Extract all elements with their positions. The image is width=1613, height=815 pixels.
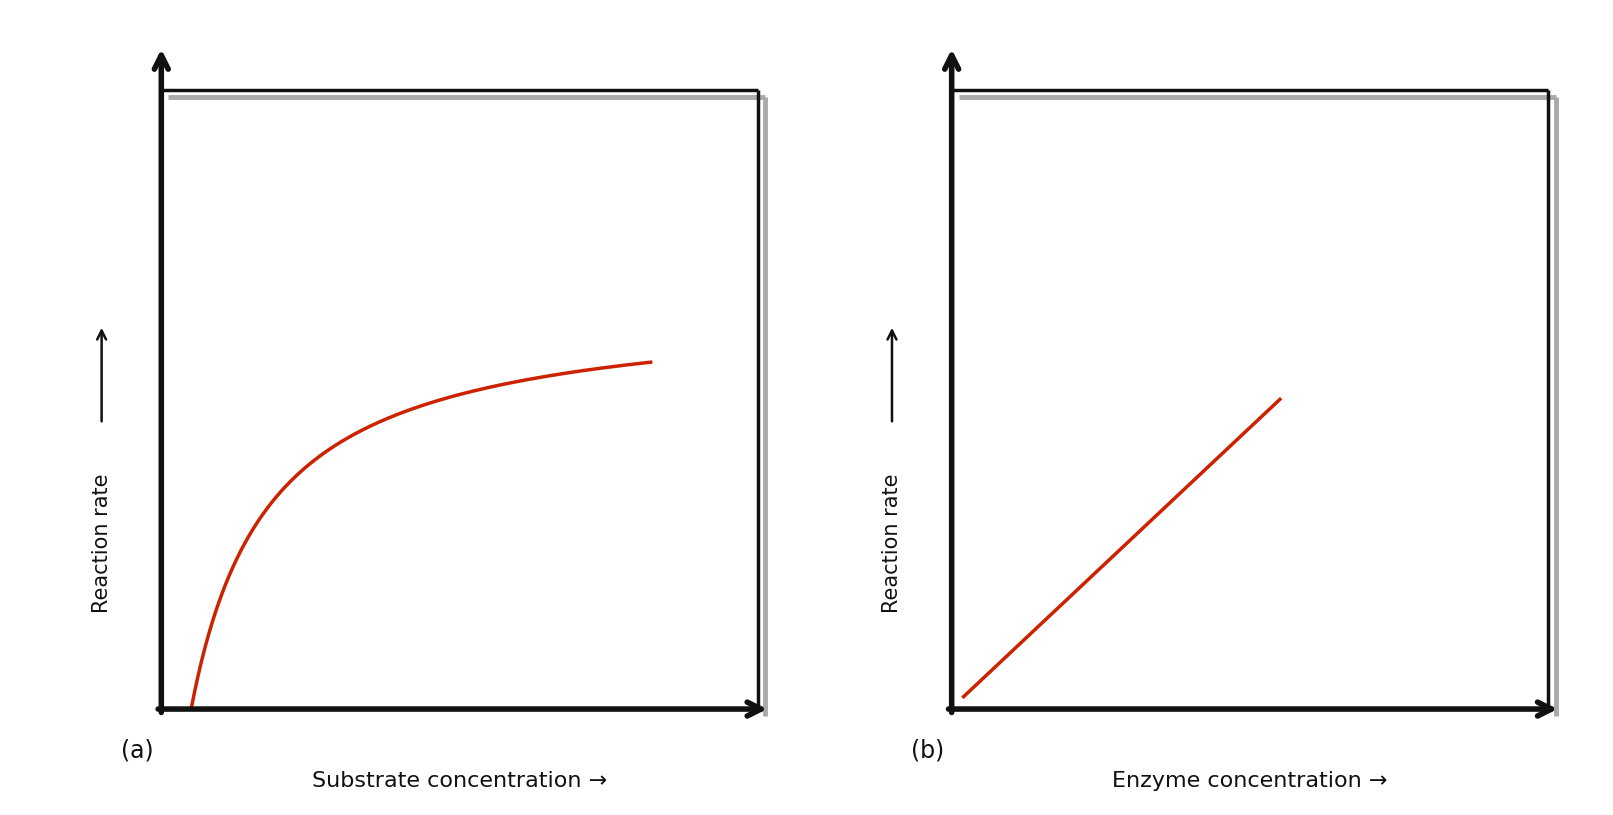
Text: Substrate concentration →: Substrate concentration → (311, 771, 608, 791)
Text: Enzyme concentration →: Enzyme concentration → (1113, 771, 1387, 791)
Text: Reaction rate: Reaction rate (92, 474, 111, 613)
Text: (a): (a) (121, 739, 153, 763)
Text: (b): (b) (911, 739, 945, 763)
Text: Reaction rate: Reaction rate (882, 474, 902, 613)
